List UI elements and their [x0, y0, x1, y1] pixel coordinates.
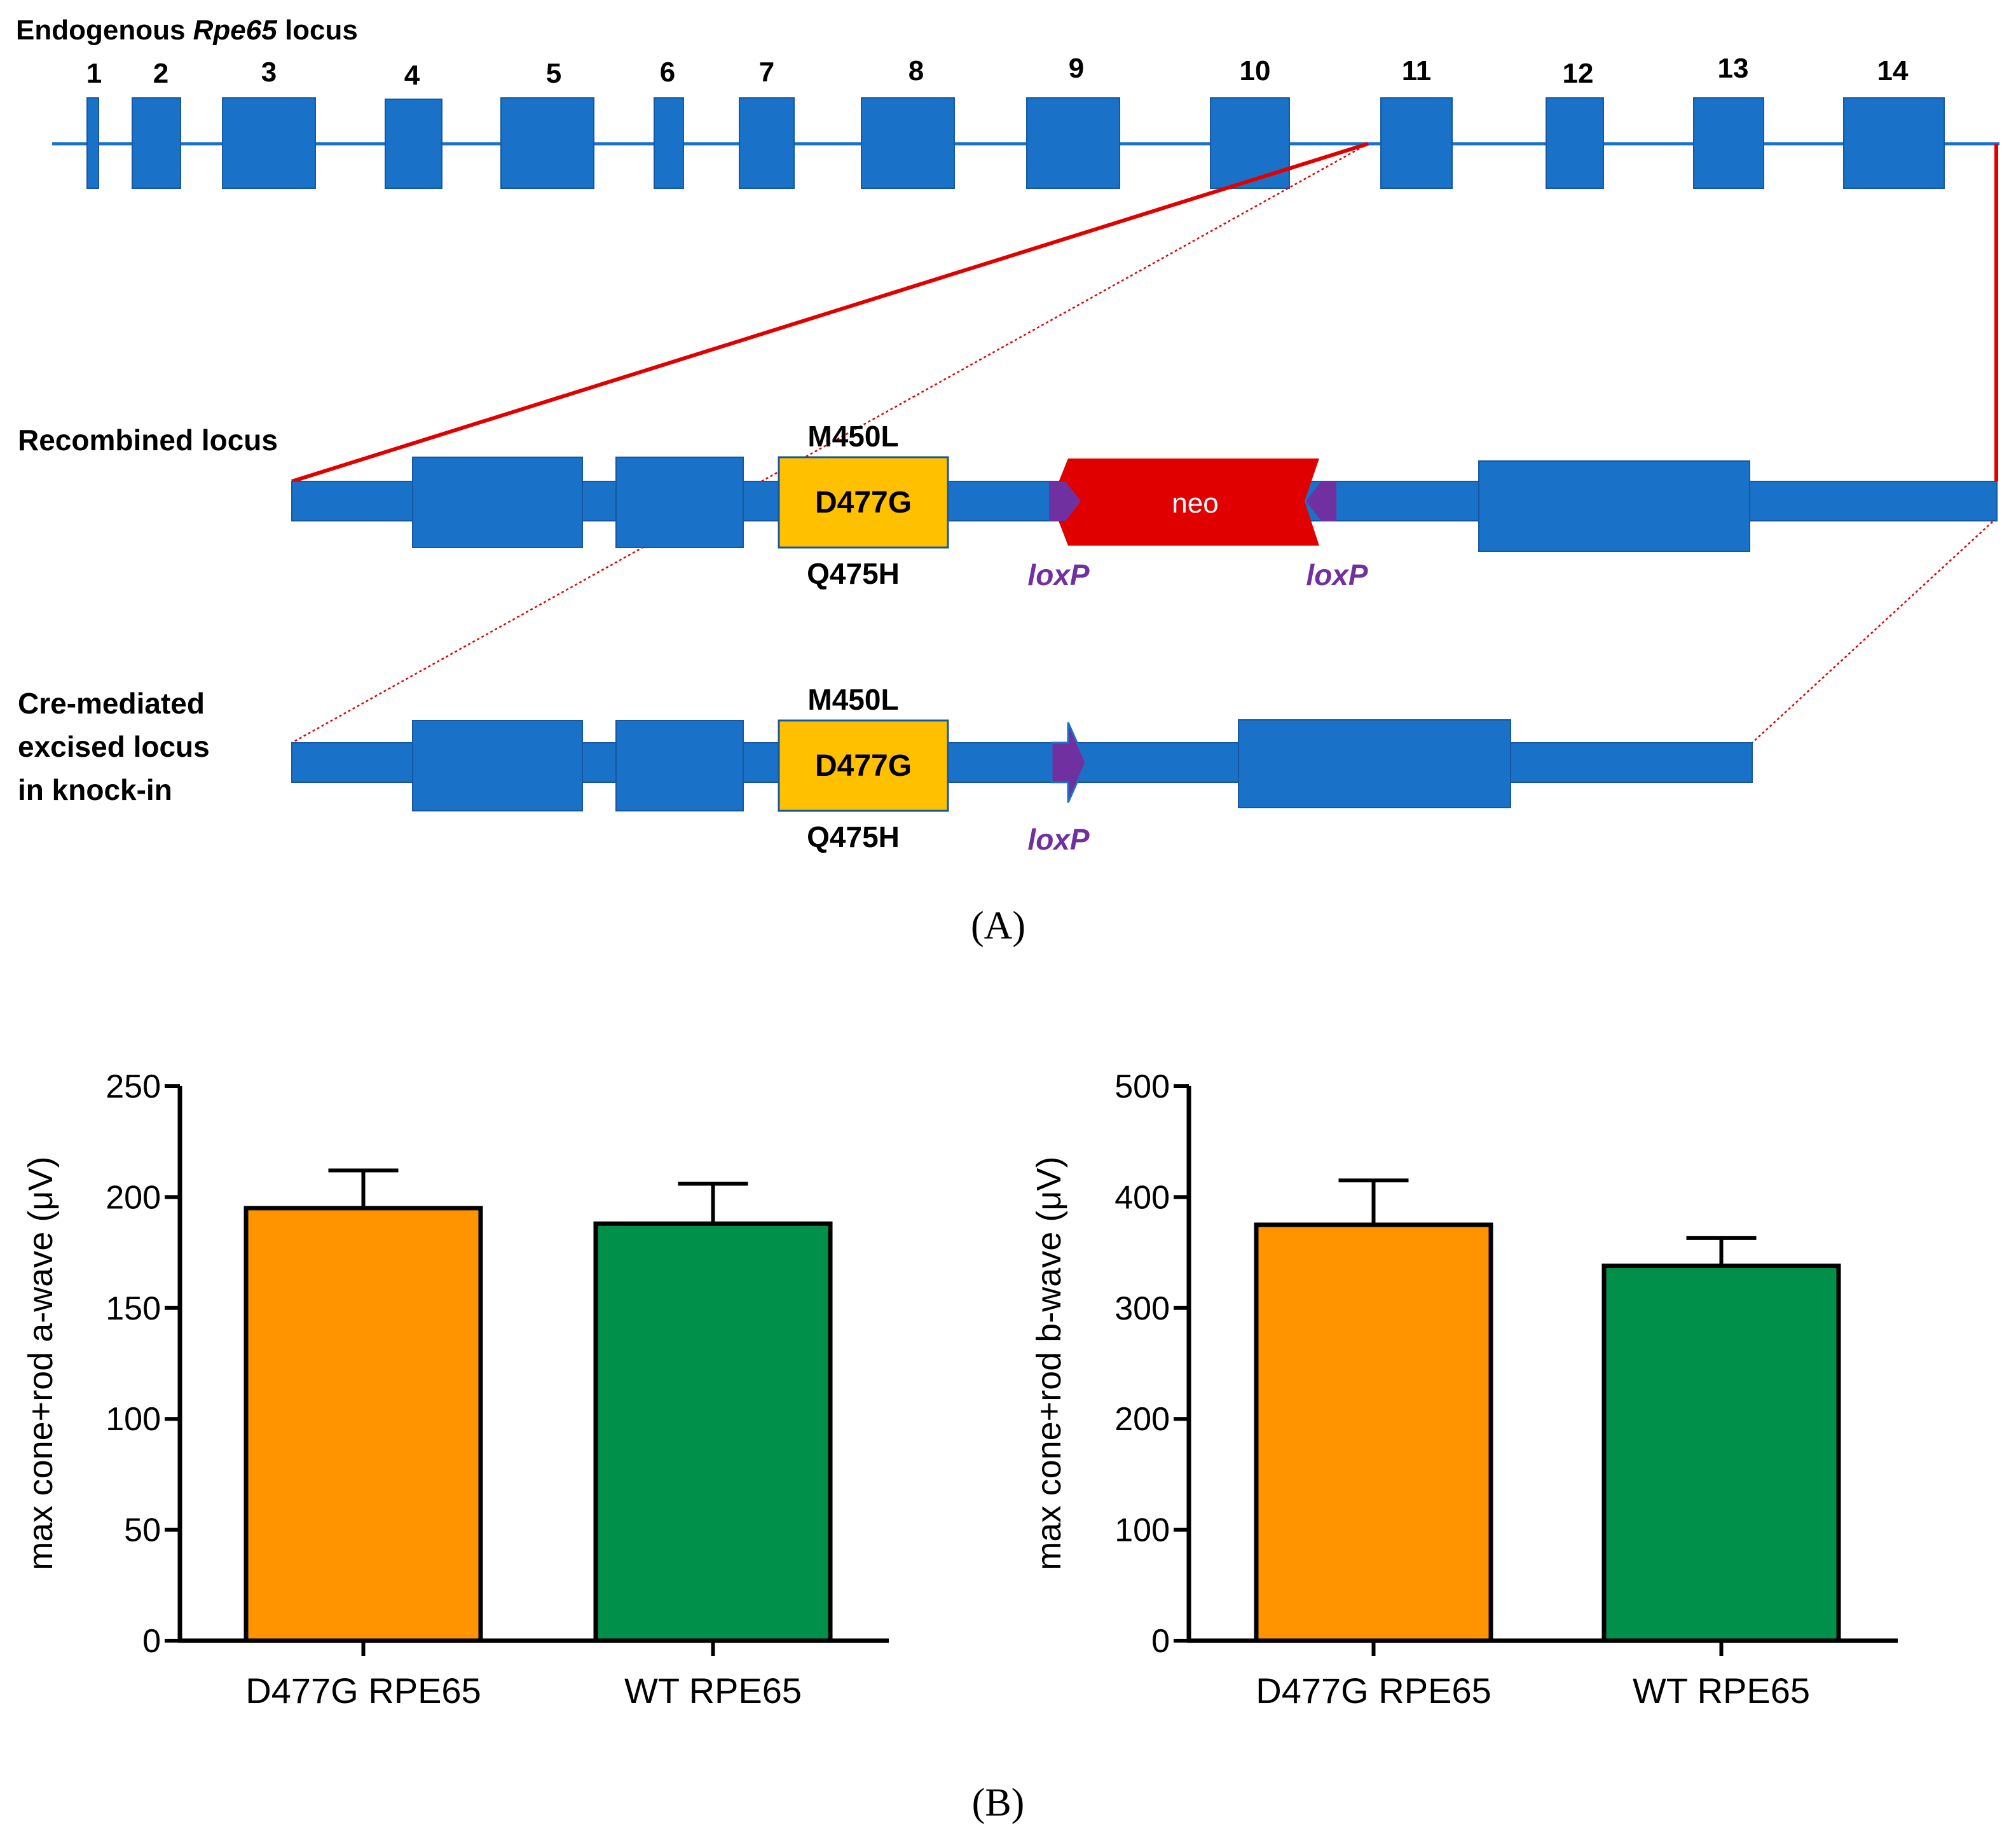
exon-number: 7 [759, 57, 774, 88]
exon-number: 9 [1069, 53, 1084, 84]
exon-number: 8 [909, 55, 924, 86]
y-tick-label: 100 [106, 1401, 161, 1438]
y-tick-label: 500 [1114, 1068, 1170, 1105]
exon-1 [86, 97, 99, 189]
x-tick-label: WT RPE65 [624, 1671, 802, 1711]
excised-locus: D477G M450L Q475H loxP [291, 683, 1753, 856]
y-axis-label: max cone+rod b-wave (μV) [1030, 1157, 1068, 1571]
panel-b-label: (B) [972, 1781, 1025, 1824]
exon-number: 11 [1402, 55, 1432, 86]
exon-3 [222, 97, 316, 189]
exon-number: 3 [261, 57, 277, 88]
excised-title-line: excised locus [18, 730, 210, 763]
x-tick-label: D477G RPE65 [245, 1671, 481, 1711]
exon-number: 10 [1240, 55, 1271, 86]
recombined-exon-b [615, 457, 744, 548]
panel-a-label: (A) [971, 904, 1025, 948]
excised-exon-a [412, 720, 583, 811]
excised-exon-c [1238, 719, 1511, 808]
panel-b: 0 50 100 150 200 250 D477G RPE65 WT RPE65 max co… [22, 1068, 1898, 1824]
exon-number: 4 [404, 60, 420, 91]
bar [593, 1221, 833, 1643]
exon-9 [1026, 97, 1120, 189]
excised-exon-b [615, 720, 744, 811]
recombined-mutation-main: D477G [815, 486, 912, 520]
x-tick-label: D477G RPE65 [1256, 1671, 1491, 1711]
y-tick-label: 300 [1114, 1290, 1170, 1327]
exon-number: 12 [1563, 58, 1594, 89]
excised-title-line: in knock-in [18, 773, 172, 806]
loxp-arrow [1050, 722, 1087, 803]
link-line-excised-left [291, 142, 1369, 744]
neo-cassette [1051, 459, 1319, 546]
loxp-right-arrow [1306, 481, 1336, 521]
exon-6 [654, 97, 684, 189]
excised-mutation-top: M450L [807, 683, 898, 716]
loxp-left-label: loxP [1027, 558, 1089, 591]
chart-b-wave: 0 100 200 300 400 500 D477G RPE65 WT RPE65 max c… [1030, 1068, 1898, 1711]
link-lines [291, 142, 1998, 744]
y-tick-label: 400 [1114, 1179, 1170, 1216]
recombined-mutation-box [778, 456, 949, 549]
exon-number: 5 [546, 58, 561, 89]
recombined-exon-c [1478, 460, 1750, 552]
exon-7 [739, 97, 795, 189]
endogenous-exons [86, 97, 1945, 189]
excised-mutation-bottom: Q475H [807, 820, 900, 853]
bar [243, 1206, 483, 1643]
exon-14 [1843, 97, 1945, 189]
recombined-title: Recombined locus [18, 424, 278, 457]
y-tick-label: 0 [142, 1623, 161, 1660]
endogenous-title: Endogenous Rpe65 locus [16, 15, 358, 46]
exon-2 [132, 97, 181, 189]
excised-title: Cre-mediated excised locus in knock-in [18, 687, 210, 806]
y-tick-label: 100 [1114, 1512, 1170, 1549]
exon-number: 6 [660, 57, 675, 88]
exon-4 [385, 99, 442, 189]
x-tick-label: WT RPE65 [1633, 1671, 1810, 1711]
exon-10 [1210, 97, 1290, 189]
recombined-exon-a [412, 457, 583, 548]
loxp-left-arrow [1049, 481, 1081, 521]
y-axis-label: max cone+rod a-wave (μV) [22, 1157, 60, 1571]
loxp-right-label: loxP [1306, 558, 1368, 591]
exon-number: 2 [153, 58, 168, 89]
excised-mutation-box [778, 719, 949, 812]
exon-5 [500, 97, 594, 189]
bar [1254, 1222, 1493, 1643]
y-tick-label: 200 [1114, 1401, 1170, 1438]
exon-number: 14 [1877, 55, 1909, 86]
excised-mutation-main: D477G [815, 749, 912, 783]
y-tick-label: 250 [106, 1068, 161, 1105]
recombined-mutation-top: M450L [807, 420, 898, 453]
bar [1601, 1264, 1841, 1643]
exon-number: 1 [86, 58, 102, 89]
y-tick-label: 150 [106, 1290, 161, 1327]
y-tick-label: 0 [1151, 1623, 1170, 1660]
loxp-label: loxP [1027, 823, 1089, 856]
exon-numbers: 1 2 3 4 5 6 7 8 9 10 11 12 13 14 [86, 53, 1909, 91]
chart-a-wave: 0 50 100 150 200 250 D477G RPE65 WT RPE65 max co… [22, 1068, 889, 1711]
link-line-excised-right [1752, 518, 1997, 743]
exon-8 [861, 97, 955, 189]
y-tick-label: 200 [106, 1179, 161, 1216]
panel-a: Endogenous Rpe65 locus 1 2 3 4 5 [16, 15, 1999, 948]
neo-label: neo [1172, 488, 1218, 519]
exon-12 [1546, 97, 1604, 189]
recombined-mutation-bottom: Q475H [807, 557, 900, 590]
recombined-locus: D477G M450L Q475H neo loxP loxP [291, 420, 1998, 591]
exon-13 [1693, 97, 1764, 189]
exon-11 [1380, 97, 1453, 189]
y-tick-label: 50 [124, 1512, 161, 1549]
exon-number: 13 [1718, 53, 1749, 84]
link-line-recombined-left [291, 142, 1369, 483]
excised-title-line: Cre-mediated [18, 687, 205, 720]
